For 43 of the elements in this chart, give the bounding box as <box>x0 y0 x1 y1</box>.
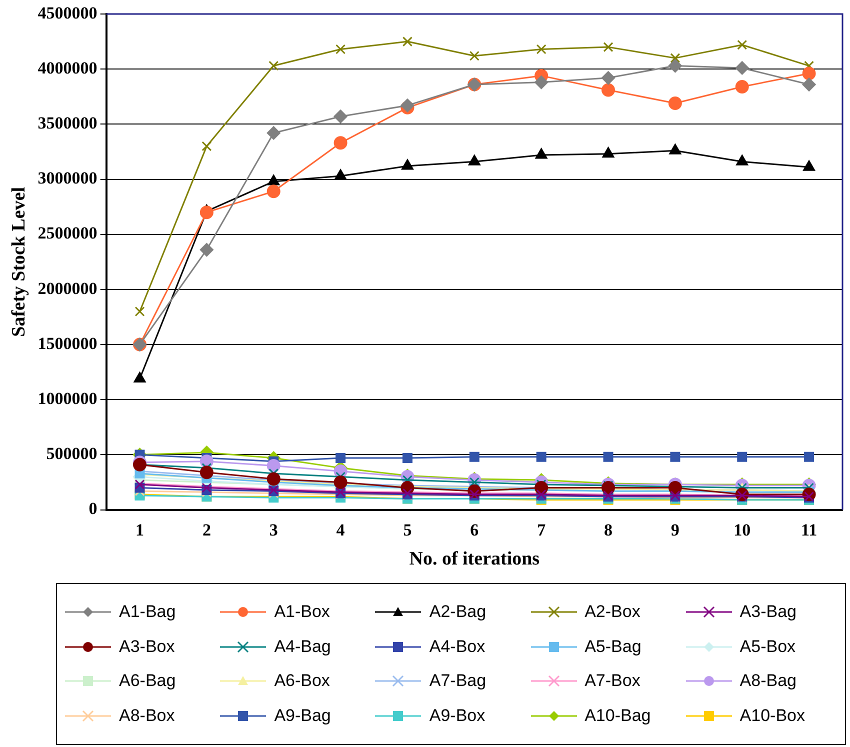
legend-label: A3-Box <box>119 636 175 657</box>
x-tick-label: 6 <box>470 520 479 540</box>
legend-label: A3-Bag <box>740 602 796 622</box>
legend-label: A1-Bag <box>119 602 176 622</box>
y-tick-label: 4500000 <box>38 3 98 22</box>
x-tick-label: 1 <box>136 520 144 540</box>
legend-label: A5-Bag <box>584 636 642 657</box>
legend-label: A9-Box <box>429 706 486 726</box>
legend-label: A6-Bag <box>119 671 176 692</box>
legend-label: A4-Bag <box>274 636 331 657</box>
legend-label: A8-Bag <box>740 671 796 692</box>
y-tick-label: 4000000 <box>38 58 98 78</box>
y-axis-title: Safety Stock Level <box>8 186 30 337</box>
y-tick-label: 1000000 <box>38 389 98 408</box>
x-tick-label: 11 <box>801 520 818 540</box>
y-tick-label: 2000000 <box>38 278 98 298</box>
x-tick-label: 9 <box>670 520 680 540</box>
y-tick-label: 3500000 <box>38 114 98 133</box>
legend-label: A2-Box <box>584 602 640 622</box>
x-tick-label: 4 <box>336 520 346 540</box>
legend-label: A7-Bag <box>429 671 486 692</box>
y-tick-label: 500000 <box>46 444 98 464</box>
x-tick-label: 7 <box>537 520 546 540</box>
legend-label: A6-Box <box>274 671 330 692</box>
legend-label: A4-Box <box>429 636 486 657</box>
y-tick-label: 2500000 <box>38 224 98 243</box>
y-tick-label: 1500000 <box>38 334 98 353</box>
legend-label: A2-Bag <box>429 602 486 622</box>
x-tick-label: 3 <box>269 520 278 540</box>
legend-label: A1-Box <box>274 602 330 622</box>
legend-label: A10-Box <box>740 706 805 726</box>
legend-label: A8-Box <box>119 706 175 726</box>
legend-label: A5-Box <box>740 636 796 657</box>
x-tick-label: 2 <box>202 520 211 540</box>
y-tick-label: 3000000 <box>38 168 98 188</box>
legend-label: A10-Bag <box>584 706 651 726</box>
x-tick-label: 8 <box>604 520 613 540</box>
legend-label: A9-Bag <box>274 706 331 726</box>
x-tick-label: 5 <box>403 520 412 540</box>
x-tick-label: 10 <box>734 520 751 540</box>
x-axis-title: No. of iterations <box>409 548 540 570</box>
y-tick-label: 0 <box>88 499 98 518</box>
legend-label: A7-Box <box>584 671 640 692</box>
